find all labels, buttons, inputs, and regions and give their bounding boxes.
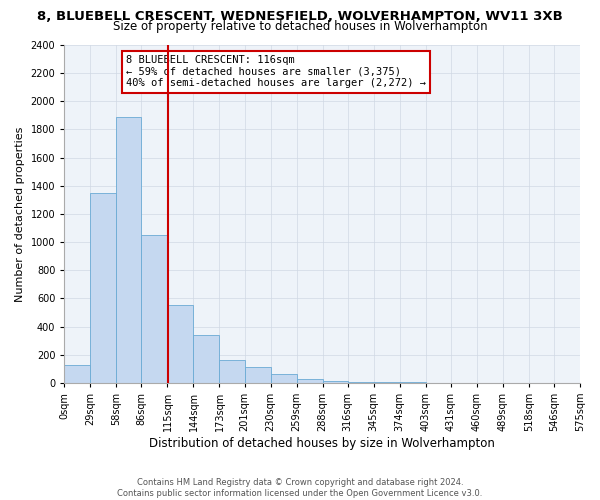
Bar xyxy=(142,235,167,383)
Bar xyxy=(193,335,220,383)
Bar xyxy=(220,360,245,383)
Bar xyxy=(64,366,91,383)
Bar xyxy=(323,381,348,383)
Text: Size of property relative to detached houses in Wolverhampton: Size of property relative to detached ho… xyxy=(113,20,487,33)
Bar xyxy=(245,368,271,383)
Bar xyxy=(374,382,400,383)
Text: 8, BLUEBELL CRESCENT, WEDNESFIELD, WOLVERHAMPTON, WV11 3XB: 8, BLUEBELL CRESCENT, WEDNESFIELD, WOLVE… xyxy=(37,10,563,23)
Bar xyxy=(116,117,142,383)
Bar xyxy=(271,374,296,383)
Text: 8 BLUEBELL CRESCENT: 116sqm
← 59% of detached houses are smaller (3,375)
40% of : 8 BLUEBELL CRESCENT: 116sqm ← 59% of det… xyxy=(126,55,426,88)
Y-axis label: Number of detached properties: Number of detached properties xyxy=(15,126,25,302)
X-axis label: Distribution of detached houses by size in Wolverhampton: Distribution of detached houses by size … xyxy=(149,437,495,450)
Bar xyxy=(167,306,193,383)
Bar xyxy=(91,193,116,383)
Text: Contains HM Land Registry data © Crown copyright and database right 2024.
Contai: Contains HM Land Registry data © Crown c… xyxy=(118,478,482,498)
Bar xyxy=(296,378,323,383)
Bar xyxy=(348,382,374,383)
